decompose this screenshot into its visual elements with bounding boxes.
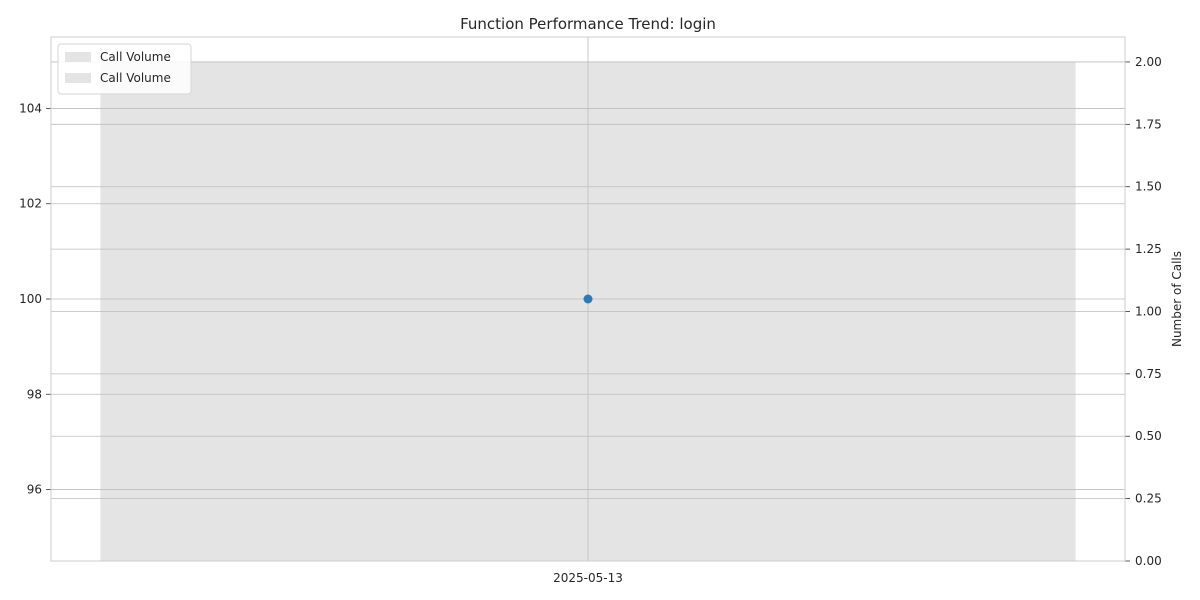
y-left-tick-label: 104 [19,101,42,115]
y-right-axis-label: Number of Calls [1170,251,1184,347]
legend-label: Call Volume [100,71,171,85]
plot-frame [50,36,1126,562]
y-right-tick-label: 0.50 [1135,429,1162,443]
y-right-tick-label: 1.75 [1135,117,1162,131]
legend-swatch [65,52,91,62]
data-point [583,294,593,304]
legend-swatch [65,73,91,83]
y-left-tick-label: 102 [19,197,42,211]
y-right-tick-label: 0.00 [1135,554,1162,568]
y-right-tick-label: 0.25 [1135,492,1162,506]
y-left-tick-label: 96 [27,483,42,497]
y-left-tick-label: 100 [19,292,42,306]
y-right-tick-label: 1.00 [1135,304,1162,318]
y-right-tick-label: 1.25 [1135,242,1162,256]
x-tick-label: 2025-05-13 [553,571,623,585]
y-right-tick-label: 1.50 [1135,180,1162,194]
y-left-tick-label: 98 [27,387,42,401]
y-right-tick-label: 2.00 [1135,55,1162,69]
plot-area: 96 98 100 102 104 0.00 0.25 0.50 0.75 1.00 1.25 1.5… [19,36,1162,585]
chart-title: Function Performance Trend: login [460,15,716,33]
y-right-tick-label: 0.75 [1135,367,1162,381]
legend-label: Call Volume [100,50,171,64]
legend-box [57,43,192,95]
legend: Call Volume Call Volume [57,43,192,95]
